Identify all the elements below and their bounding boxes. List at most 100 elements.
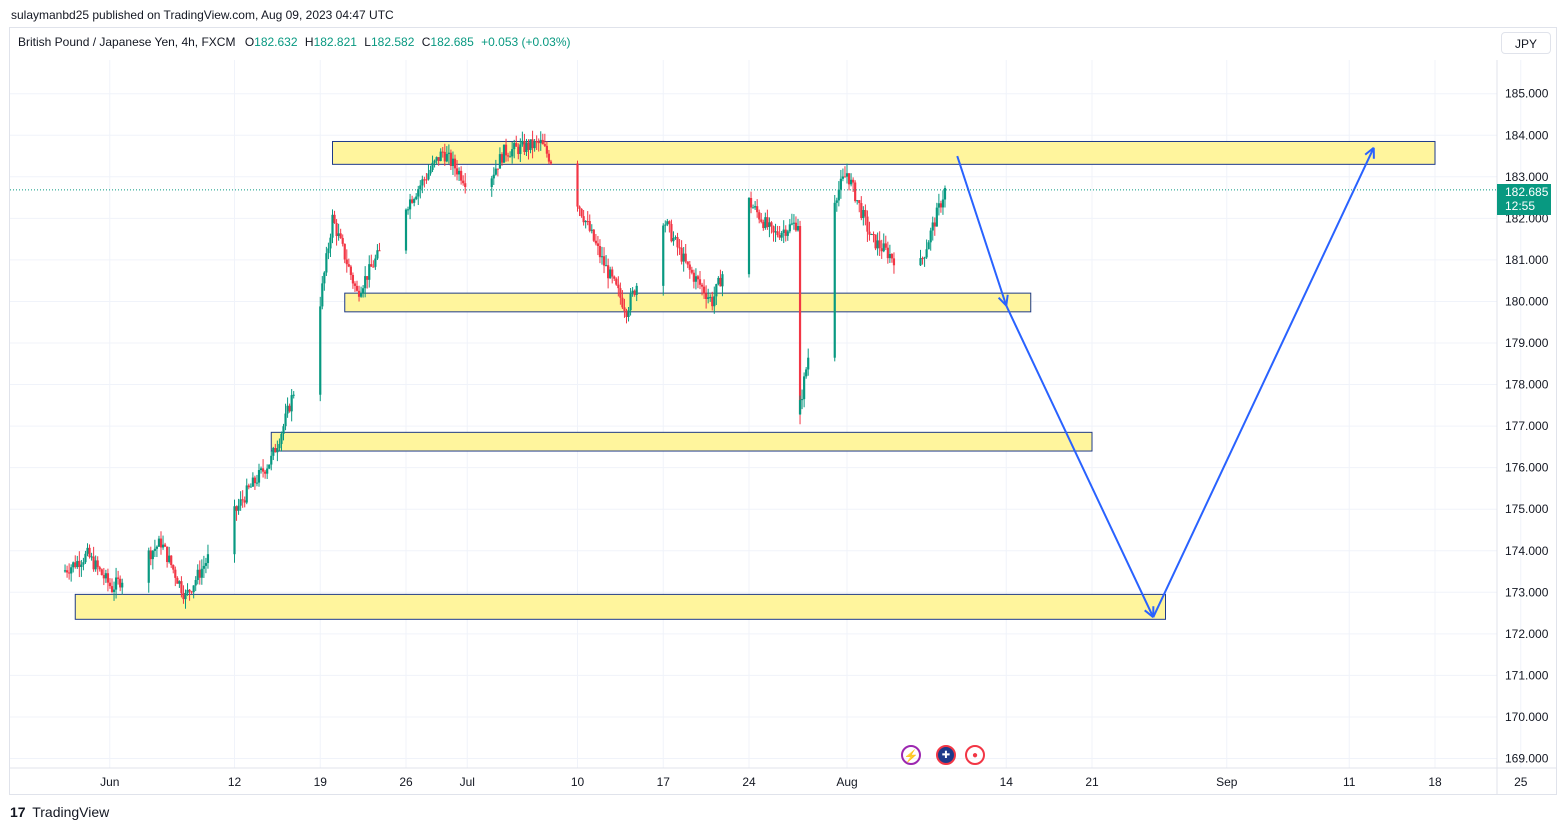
- candle-body: [784, 229, 787, 236]
- candle-body: [872, 234, 875, 236]
- projection-arrows: [956, 146, 1375, 619]
- price-tick-label: 178.000: [1505, 378, 1549, 392]
- time-axis[interactable]: Jun 12 19 26 Jul 10 17 24 Aug 14 21 Sep 11 18 25: [100, 775, 1528, 789]
- candle-body: [329, 237, 332, 249]
- candle-body: [92, 556, 95, 570]
- high-value: 182.821: [313, 35, 357, 49]
- candle-body: [517, 146, 520, 155]
- candle-body: [121, 582, 124, 588]
- arrow-head: [1364, 146, 1375, 156]
- candle-body: [288, 405, 291, 412]
- resistance-zone: [332, 140, 1436, 165]
- arrow-head: [1005, 294, 1009, 306]
- candle-body: [70, 567, 73, 574]
- candle-body: [717, 277, 720, 285]
- candle-body: [792, 222, 796, 224]
- candle-body: [457, 170, 461, 175]
- candle-body: [533, 141, 536, 149]
- candle-body: [182, 593, 185, 600]
- price-tick-label: 184.000: [1505, 128, 1549, 142]
- candle-body: [627, 310, 630, 317]
- time-tick-label: 10: [571, 775, 585, 789]
- candle-body: [933, 222, 936, 227]
- change-value: +0.053 (+0.03%): [481, 35, 571, 49]
- candle-body: [688, 264, 691, 270]
- candle-body: [290, 395, 293, 412]
- top-bar: sulaymanbd25 published on TradingView.co…: [0, 0, 1567, 28]
- candle-body: [764, 217, 767, 229]
- candle-body: [584, 220, 587, 223]
- candle-body: [796, 226, 800, 231]
- candle-body: [419, 185, 422, 190]
- candle-body: [770, 222, 773, 227]
- candle-body: [337, 233, 340, 237]
- candle-body: [447, 152, 450, 155]
- candle-body: [172, 565, 175, 570]
- candle-body: [492, 174, 495, 179]
- candle-body: [176, 577, 179, 584]
- candle-body: [372, 266, 375, 268]
- candle-body: [549, 161, 553, 164]
- bar-countdown: 12:55: [1505, 199, 1536, 213]
- candle-body: [519, 144, 522, 155]
- symbol-name: British Pound / Japanese Yen, 4h, FXCM: [18, 35, 236, 49]
- lightning-icon[interactable]: ⚡: [901, 745, 921, 765]
- candle-body: [86, 547, 89, 554]
- candle-body: [437, 157, 440, 162]
- candle-body: [856, 200, 859, 202]
- time-tick-label: 12: [228, 775, 242, 789]
- symbol-legend[interactable]: British Pound / Japanese Yen, 4h, FXCM O…: [18, 35, 571, 49]
- candle-body: [833, 202, 836, 358]
- low-label: L: [364, 35, 371, 49]
- projection-segment: [1152, 147, 1375, 618]
- candle-body: [378, 250, 381, 252]
- candle-body: [355, 285, 359, 291]
- candles-layer: [63, 130, 947, 609]
- time-tick-label: Jun: [100, 775, 119, 789]
- grid-lines: [10, 60, 1522, 768]
- candle-body: [515, 143, 518, 147]
- candle-body: [202, 565, 205, 569]
- candle-body: [200, 568, 203, 578]
- chart-frame[interactable]: [9, 27, 1557, 795]
- uk-flag-icon[interactable]: ✚: [936, 745, 956, 765]
- candle-body: [692, 272, 695, 282]
- candle-body: [609, 269, 612, 279]
- candle-body: [805, 369, 808, 377]
- candle-body: [847, 173, 851, 185]
- candle-body: [451, 158, 455, 166]
- candle-body: [698, 279, 702, 285]
- candle-body: [878, 240, 881, 249]
- candle-body: [278, 444, 281, 449]
- candle-body: [590, 229, 593, 231]
- candle-body: [888, 254, 891, 259]
- candle-body: [411, 199, 414, 203]
- candle-body: [529, 139, 532, 150]
- price-tick-label: 183.000: [1505, 170, 1549, 184]
- candle-body: [149, 550, 152, 560]
- candle-body: [345, 259, 348, 265]
- price-tick-label: 173.000: [1505, 585, 1549, 599]
- candle-body: [425, 179, 428, 181]
- footer-brand[interactable]: 17 TradingView: [10, 804, 109, 824]
- candle-body: [680, 247, 683, 262]
- candle-body: [233, 506, 236, 555]
- time-tick-label: 21: [1085, 775, 1099, 789]
- candle-body: [705, 293, 708, 299]
- currency-button[interactable]: JPY: [1501, 32, 1551, 54]
- candle-body: [607, 265, 610, 279]
- price-tick-label: 181.000: [1505, 253, 1549, 267]
- price-tick-label: 177.000: [1505, 419, 1549, 433]
- candle-body: [547, 153, 551, 162]
- candle-body: [84, 553, 87, 563]
- candle-body: [404, 209, 408, 251]
- candle-body: [449, 152, 453, 166]
- record-icon[interactable]: ●: [965, 745, 985, 765]
- candle-body: [429, 169, 432, 174]
- candle-body: [286, 405, 289, 414]
- price-tick-label: 176.000: [1505, 461, 1549, 475]
- candle-body: [803, 376, 806, 400]
- support-zone-180: [344, 292, 1032, 313]
- candle-body: [682, 253, 685, 262]
